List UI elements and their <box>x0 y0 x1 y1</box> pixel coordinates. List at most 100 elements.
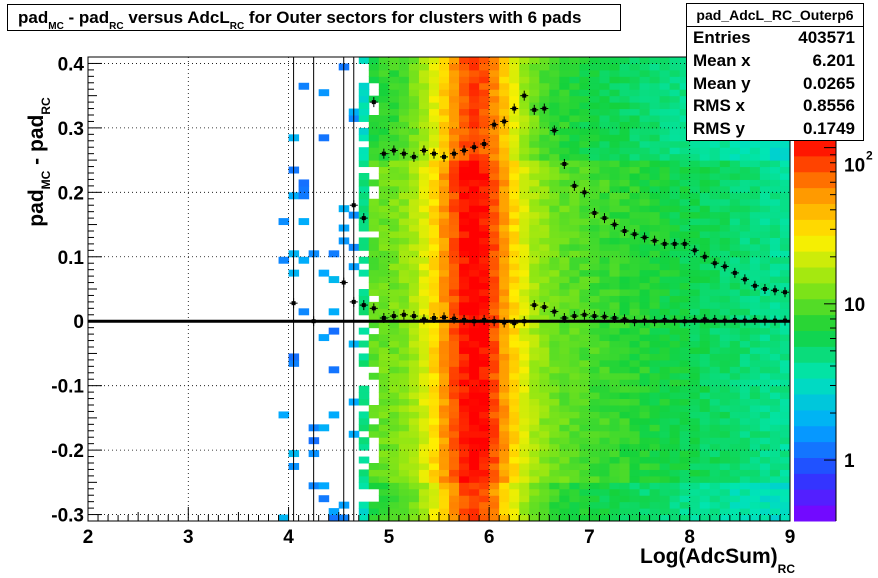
heatmap-cell <box>679 495 691 503</box>
heatmap-cell <box>398 424 410 432</box>
heatmap-cell <box>459 353 470 361</box>
heatmap-cell <box>649 359 661 367</box>
heatmap-cell <box>629 450 641 458</box>
heatmap-cell <box>699 160 711 168</box>
heatmap-cell <box>579 108 590 116</box>
heatmap-cell <box>529 514 540 522</box>
heatmap-cell <box>489 475 500 483</box>
heatmap-cell <box>459 398 470 406</box>
heatmap-cell <box>689 334 701 342</box>
heatmap-cell <box>479 237 490 245</box>
heatmap-cell <box>739 192 751 200</box>
heatmap-cell <box>749 508 761 516</box>
heatmap-cell <box>649 63 661 71</box>
heatmap-cell <box>499 179 510 187</box>
heatmap-cell <box>759 475 771 483</box>
heatmap-cell <box>449 443 460 451</box>
heatmap-cell <box>428 469 440 477</box>
heatmap-cell <box>649 218 661 226</box>
heatmap-cell <box>398 359 410 367</box>
heatmap-cell <box>388 359 400 367</box>
heatmap-cell <box>509 198 520 206</box>
heatmap-cell <box>459 443 470 451</box>
heatmap-cell <box>579 411 590 419</box>
heatmap-cell <box>499 405 510 412</box>
heatmap-cell <box>499 334 510 342</box>
heatmap-cell <box>709 198 721 206</box>
heatmap-cell <box>529 250 540 258</box>
heatmap-cell <box>469 250 480 258</box>
heatmap-cell <box>428 82 440 90</box>
heatmap-cell <box>408 57 420 64</box>
heatmap-cell <box>398 250 410 258</box>
heatmap-cell <box>699 475 711 483</box>
heatmap-cell <box>749 301 761 309</box>
heatmap-cell <box>519 353 530 361</box>
heatmap-cell <box>569 224 580 232</box>
heatmap-cell <box>459 282 470 290</box>
heatmap-cell <box>619 437 631 445</box>
heatmap-cell <box>519 166 530 174</box>
heatmap-cell <box>559 379 570 387</box>
heatmap-cell <box>739 405 751 412</box>
heatmap-cell <box>418 301 430 309</box>
heatmap-cell <box>569 76 580 84</box>
heatmap-cell <box>358 82 370 90</box>
heatmap-cell <box>589 359 600 367</box>
heatmap-cell <box>378 398 390 406</box>
heatmap-cell <box>388 301 400 309</box>
heatmap-cell <box>469 372 480 380</box>
heatmap-cell <box>449 463 460 470</box>
rms-profile-point <box>460 145 469 156</box>
heatmap-cell <box>449 417 460 425</box>
heatmap-cell <box>368 269 380 277</box>
heatmap-cell <box>519 385 530 393</box>
mean-profile-point <box>480 314 489 325</box>
heatmap-cell <box>509 269 520 277</box>
heatmap-cell <box>679 443 691 451</box>
heatmap-cell <box>589 224 600 232</box>
heatmap-cell <box>669 463 681 470</box>
heatmap-cell <box>659 392 671 400</box>
heatmap-cell <box>489 398 500 406</box>
heatmap-cell <box>418 430 430 438</box>
heatmap-cell <box>459 224 470 232</box>
heatmap-cell <box>549 463 560 470</box>
heatmap-cell <box>719 256 731 264</box>
heatmap-cell <box>428 417 440 425</box>
heatmap-cell <box>699 501 711 509</box>
heatmap-cell <box>439 488 450 496</box>
heatmap-cell <box>428 269 440 277</box>
palette-band <box>794 251 836 268</box>
heatmap-cell <box>689 411 701 419</box>
heatmap-cell <box>639 121 651 129</box>
heatmap-cell <box>428 424 440 432</box>
heatmap-cell <box>769 269 781 277</box>
heatmap-cell <box>619 153 631 161</box>
heatmap-cell <box>358 514 370 522</box>
heatmap-cell <box>549 205 560 213</box>
heatmap-cell <box>619 417 631 425</box>
heatmap-cell <box>739 185 751 193</box>
heatmap-cell <box>449 488 460 496</box>
heatmap-cell <box>679 514 691 522</box>
heatmap-cell <box>489 301 500 309</box>
heatmap-cell <box>378 385 390 393</box>
heatmap-cell <box>669 95 681 103</box>
heatmap-cell <box>479 63 490 71</box>
heatmap-cell <box>378 108 390 116</box>
heatmap-cell <box>549 385 560 393</box>
heatmap-cell <box>439 482 450 490</box>
heatmap-cell <box>649 295 661 303</box>
mean-profile-point <box>680 316 689 327</box>
heatmap-cell <box>709 424 721 432</box>
heatmap-cell <box>729 392 741 400</box>
heatmap-cell <box>649 501 661 509</box>
heatmap-cell <box>489 372 500 380</box>
heatmap-cell <box>559 398 570 406</box>
heatmap-cell <box>649 340 661 348</box>
heatmap-cell <box>719 218 731 226</box>
heatmap-cell <box>649 508 661 516</box>
heatmap-cell <box>769 153 781 161</box>
